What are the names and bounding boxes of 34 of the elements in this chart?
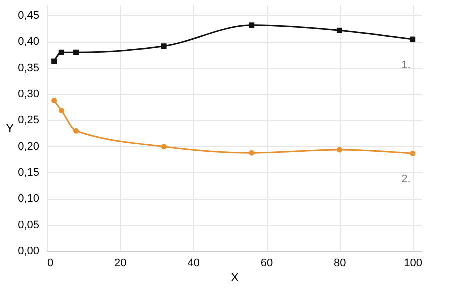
- point: [74, 50, 80, 56]
- x-tick-label: 60: [260, 258, 274, 270]
- x-tick-label: 20: [114, 258, 127, 270]
- point: [161, 144, 167, 150]
- point: [58, 50, 64, 56]
- point: [52, 58, 58, 64]
- point: [52, 98, 58, 104]
- point: [410, 150, 416, 156]
- series-label: 2.: [402, 174, 411, 186]
- x-tick-label: 0: [48, 258, 54, 270]
- x-tick-label: 100: [404, 258, 423, 270]
- point: [410, 36, 416, 42]
- y-tick-label: 0,45: [18, 10, 40, 22]
- y-tick-label: 0,00: [18, 246, 40, 258]
- point: [58, 108, 64, 114]
- y-tick-label: 0,40: [18, 36, 40, 48]
- x-axis-title: X: [230, 270, 240, 284]
- series-label: 1.: [402, 60, 411, 72]
- y-tick-label: 0,35: [18, 62, 40, 74]
- point: [336, 147, 342, 153]
- point: [336, 28, 342, 34]
- point: [161, 44, 167, 50]
- y-tick-label: 0,10: [18, 193, 40, 206]
- y-tick-label: 0,25: [18, 114, 40, 127]
- y-tick-label: 0,05: [18, 219, 40, 232]
- point: [74, 128, 80, 134]
- y-tick-label: 0,15: [18, 166, 40, 179]
- x-tick-label: 80: [334, 258, 346, 270]
- y-axis-title: Y: [6, 122, 14, 136]
- y-tick-label: 0,20: [18, 140, 40, 153]
- point: [249, 150, 255, 156]
- point: [249, 22, 255, 28]
- y-tick-label: 0,30: [18, 88, 40, 100]
- x-tick-label: 40: [188, 258, 200, 270]
